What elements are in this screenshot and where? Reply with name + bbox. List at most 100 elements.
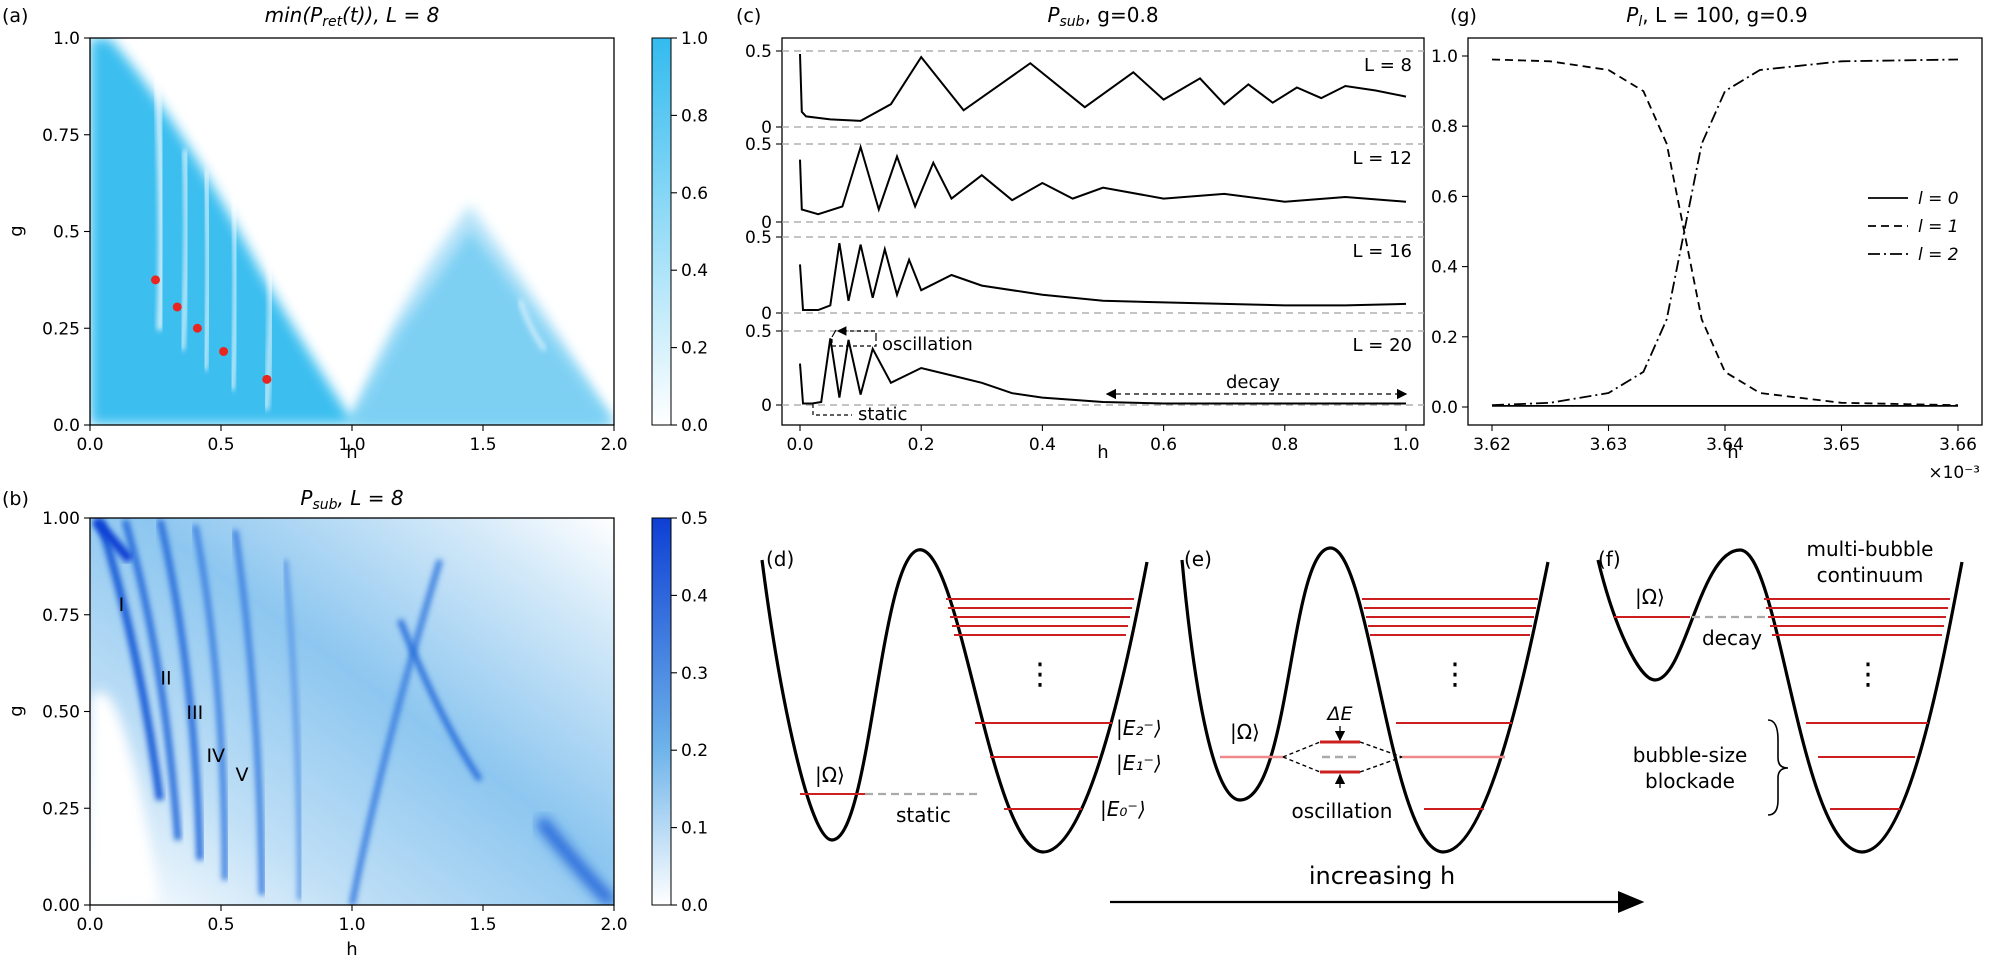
- panel-b-xtick-label: 0.0: [76, 915, 103, 935]
- schematic-f-continuum-line2: continuum: [1817, 563, 1924, 587]
- panel-b-xlabel: h: [346, 939, 357, 960]
- panel-a-colorbar-tick-label: 0.6: [681, 184, 708, 204]
- panel-g-xtick-label: 3.66: [1939, 435, 1977, 455]
- panel-a-marker: [262, 374, 272, 384]
- panel-b: (b) Psub, L = 8 0.0 0.5 1.0 1.5 2.00.000.250…: [2, 486, 708, 960]
- panel-g-label: (g): [1450, 5, 1477, 27]
- panel-g-xlabel: h: [1727, 442, 1738, 463]
- panel-a-ytick-label: 1.0: [53, 29, 80, 49]
- panel-g-xtick-label: 3.64: [1706, 435, 1744, 455]
- panel-c-series-label: L = 8: [1364, 55, 1412, 76]
- panel-c-xtick-label: 1.0: [1392, 435, 1419, 455]
- schematic-e-label: (e): [1184, 547, 1212, 571]
- panel-a-markers: [151, 275, 272, 384]
- schematic-d-e0: |E₀⁻⟩: [1100, 797, 1146, 821]
- panel-b-ytick-label: 0.00: [42, 896, 80, 916]
- panel-c-ytick-label: 0: [761, 213, 772, 233]
- panel-c-series-line: [799, 242, 1407, 311]
- panel-a-ytick-label: 0.25: [42, 319, 80, 339]
- panel-c-ytick-label: 0: [761, 304, 772, 324]
- panel-b-colorbar-ticks: 0.0 0.1 0.2 0.3 0.4 0.5: [671, 509, 708, 916]
- panel-a-colorbar-tick-label: 0.4: [681, 261, 708, 281]
- panel-a-xtick-label: 0.0: [76, 435, 103, 455]
- schematic-e-delta: ΔE: [1325, 703, 1352, 725]
- panel-a-marker: [151, 275, 160, 285]
- panel-c-oscillation-bracket: [831, 337, 877, 347]
- schematic-f: (f) |Ω⟩ decay multi-bubble continuum ⋮ b…: [1596, 537, 1964, 854]
- panel-c-label: (c): [736, 5, 761, 27]
- panel-b-colorbar-tick-label: 0.5: [681, 509, 708, 529]
- panel-a-marker: [192, 323, 202, 333]
- panel-c-xtick-label: 0.8: [1271, 435, 1298, 455]
- panel-b-colorbar-tick-label: 0.2: [681, 741, 708, 761]
- panel-g-ytick-label: 0.0: [1431, 398, 1458, 418]
- schematic-d-e1: |E₁⁻⟩: [1116, 751, 1162, 775]
- schematic-f-potential: [1596, 548, 1964, 854]
- panel-g-x-multiplier: ×10⁻³: [1928, 463, 1980, 483]
- panel-c-ytick-label: 0.5: [745, 322, 772, 342]
- schematic-d-levels: [800, 598, 1134, 810]
- panel-g-legend: l = 0 l = 1 l = 2: [1868, 189, 1959, 265]
- panel-g-series: [1491, 58, 1959, 407]
- panel-a-colorbar-ticks: 0.0 0.2 0.4 0.6 0.8 1.0: [671, 29, 708, 436]
- panel-c-oscillation-tip: [831, 329, 837, 338]
- panel-c-ytick-label: 0: [761, 118, 772, 138]
- panel-a-colorbar: [651, 37, 672, 426]
- panel-b-xtick-label: 0.5: [207, 915, 234, 935]
- schematic-d-dots: ⋮: [1025, 657, 1055, 692]
- schematic-f-brace: [1767, 719, 1789, 816]
- panel-b-label: (b): [2, 488, 29, 510]
- panel-c-series-line: [799, 143, 1407, 216]
- panel-g: (g) Pl, L = 100, g=0.9 3.62 3.63 3.64 3.65 3…: [1431, 3, 1983, 483]
- panel-c-xlabel: h: [1097, 442, 1108, 463]
- panel-a-colorbar-tick-label: 0.0: [681, 416, 708, 436]
- panel-b-ytick-label: 0.50: [42, 703, 80, 723]
- schematic-f-dots: ⋮: [1853, 657, 1883, 692]
- panel-g-legend-label: l = 1: [1918, 217, 1959, 237]
- schematic-e-dots: ⋮: [1440, 657, 1470, 692]
- panel-c-title: Psub, g=0.8: [1047, 3, 1158, 30]
- schematic-d-label: (d): [766, 547, 794, 571]
- schematic-d: (d) ⋮ |Ω⟩ static |E₂⁻⟩ |E₁⁻⟩ |E₀⁻⟩: [760, 547, 1162, 854]
- panel-g-xtick-label: 3.63: [1590, 435, 1628, 455]
- panel-b-colorbar-tick-label: 0.3: [681, 664, 708, 684]
- schematic-e: (e) ΔE |Ω⟩ oscillation ⋮: [1180, 546, 1550, 854]
- panel-b-ytick-label: 0.75: [42, 606, 80, 626]
- panel-b-xtick-label: 1.5: [469, 915, 496, 935]
- panel-c-oscillation-arrow: [836, 326, 877, 337]
- panel-c-static-label: static: [858, 404, 907, 425]
- panel-a-ylabel: g: [6, 225, 27, 236]
- panel-a-colorbar-tick-label: 1.0: [681, 29, 708, 49]
- panel-c-ytick-label: 0: [761, 396, 772, 416]
- panel-g-xtick-label: 3.62: [1473, 435, 1511, 455]
- panel-a-ytick-label: 0.0: [53, 416, 80, 436]
- schematic-d-e2: |E₂⁻⟩: [1116, 716, 1162, 740]
- panel-c-series: L = 8 L = 12 L = 16 L = 20: [799, 53, 1412, 405]
- panel-g-frame: [1467, 37, 1983, 426]
- panel-a-title: min(Pret(t)), L = 8: [265, 3, 440, 30]
- panel-c-series-label: L = 16: [1353, 241, 1412, 262]
- panel-c-xtick-label: 0.2: [908, 435, 935, 455]
- schematic-d-omega: |Ω⟩: [815, 763, 845, 787]
- panel-a-xtick-label: 2.0: [600, 435, 627, 455]
- panel-c-annotations: oscillation decay static: [812, 326, 1408, 425]
- panel-c-ytick-label: 0.5: [745, 42, 772, 62]
- panel-g-xtick-label: 3.65: [1823, 435, 1861, 455]
- panel-c-series-line: [799, 338, 1406, 405]
- schematic-f-omega: |Ω⟩: [1635, 585, 1665, 609]
- panel-g-title: Pl, L = 100, g=0.9: [1626, 3, 1807, 30]
- panel-a-colorbar-tick-label: 0.8: [681, 106, 708, 126]
- panel-c-xtick-label: 0.0: [786, 435, 813, 455]
- panel-c-series-label: L = 20: [1353, 335, 1412, 356]
- panel-c-frame: [781, 37, 1425, 426]
- panel-a-marker: [219, 346, 229, 356]
- panel-a-marker: [172, 302, 182, 312]
- schematic-f-continuum-line1: multi-bubble: [1807, 537, 1934, 561]
- panel-b-region-label: V: [235, 764, 248, 786]
- panel-c-static-arrow: [812, 404, 852, 416]
- panel-c-ytick-label: 0.5: [745, 135, 772, 155]
- panel-b-colorbar-tick-label: 0.0: [681, 896, 708, 916]
- panel-b-heatmap: [90, 518, 614, 905]
- panel-b-region-label: III: [186, 702, 203, 724]
